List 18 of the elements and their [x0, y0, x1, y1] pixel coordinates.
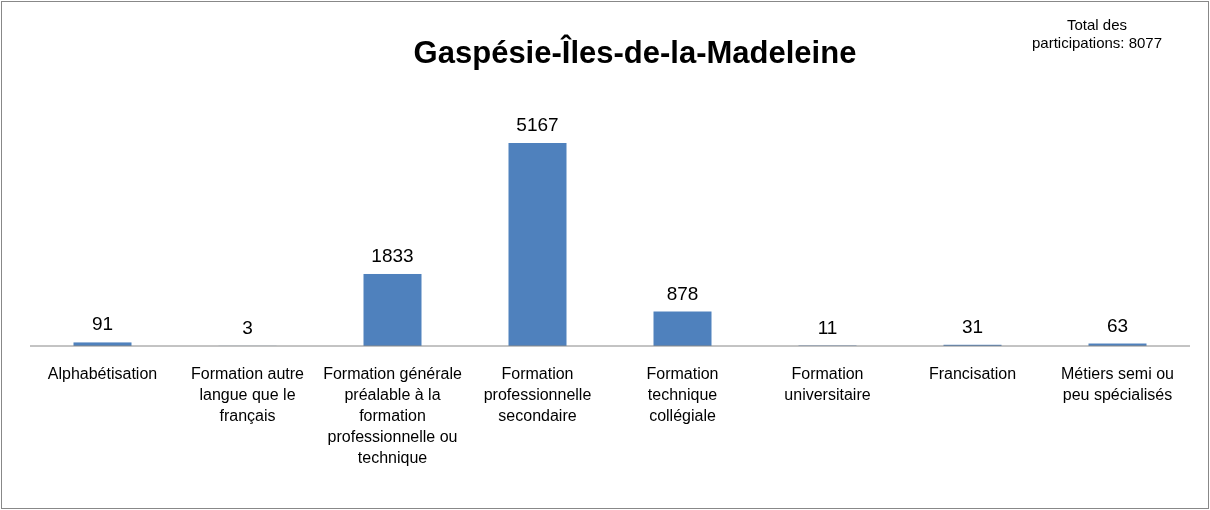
x-tick-label: Formation universitaire	[784, 365, 871, 403]
data-label: 5167	[516, 114, 559, 135]
x-tick-label: Métiers semi ou peu spécialisés	[1061, 365, 1174, 403]
x-tick-label: Alphabétisation	[47, 365, 158, 382]
text: Total des participations: 8077	[1031, 16, 1163, 51]
x-tick-label: Francisation	[928, 365, 1017, 382]
data-label: 3	[242, 316, 253, 338]
data-label: 878	[666, 282, 699, 304]
x-tick-label: Formation technique collégiale	[646, 365, 719, 424]
chart-title: Gaspésie-Îles-de-la-Madeleine	[413, 34, 857, 70]
data-label: 31	[961, 315, 984, 337]
x-tick-label: Formation générale préalable à la formation professionnelle ou technique	[323, 365, 462, 466]
data-label: 63	[1106, 314, 1129, 336]
x-tick-label: Formation professionnelle secondaire	[483, 365, 592, 424]
x-tick-label: Formation autre langue que le français	[191, 365, 305, 424]
data-label: 11	[817, 316, 838, 338]
data-label: 91	[91, 313, 114, 335]
data-label: 1833	[371, 244, 414, 266]
